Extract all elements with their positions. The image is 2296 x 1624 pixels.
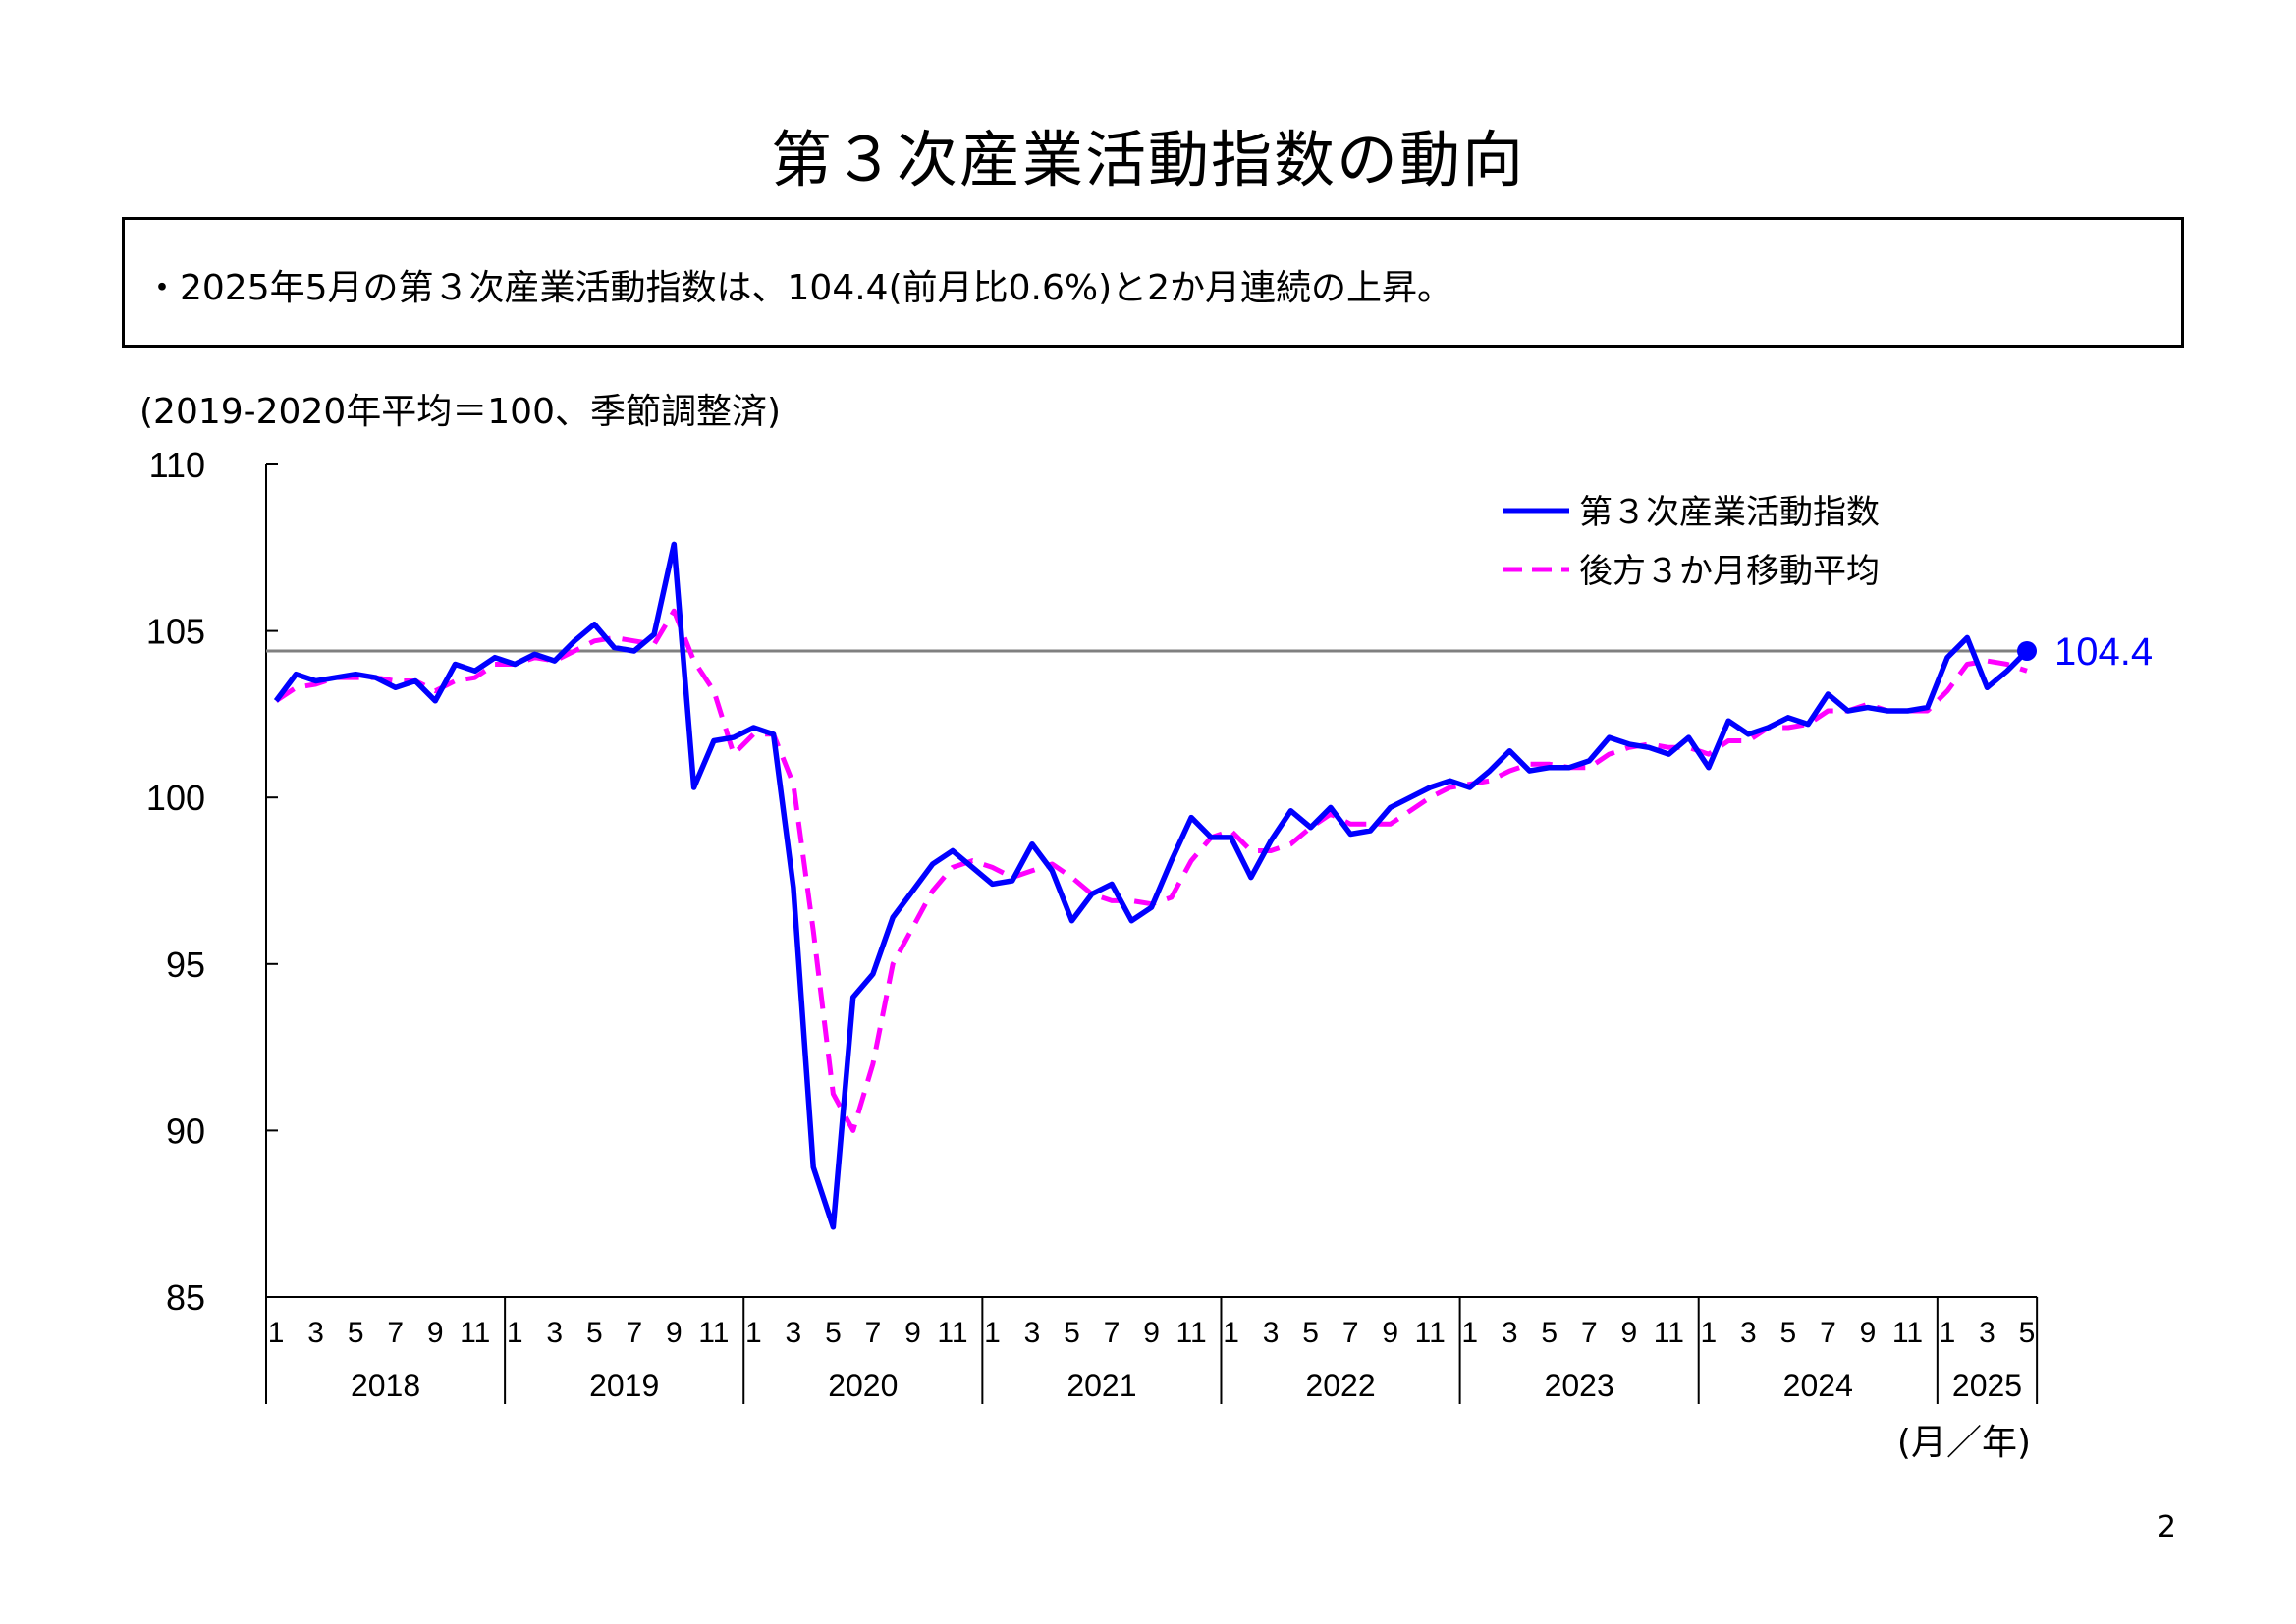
year-label: 2019: [589, 1368, 659, 1403]
month-tick-label: 9: [427, 1317, 444, 1349]
month-tick-label: 5: [1064, 1317, 1080, 1349]
month-tick-label: 3: [1502, 1317, 1518, 1349]
month-tick-label: 1: [1940, 1317, 1956, 1349]
month-tick-label: 11: [1654, 1317, 1684, 1349]
chart-axes: [265, 463, 2039, 1404]
month-tick-label: 9: [1860, 1317, 1877, 1349]
month-tick-label: 7: [1581, 1317, 1598, 1349]
legend-label: 後方３か月移動平均: [1579, 553, 1880, 590]
month-tick-label: 9: [1143, 1317, 1160, 1349]
month-tick-label: 7: [865, 1317, 882, 1349]
month-tick-label: 3: [1024, 1317, 1041, 1349]
y-tick-label: 105: [146, 612, 205, 652]
month-tick-label: 11: [698, 1317, 729, 1349]
month-tick-label: 5: [1302, 1317, 1319, 1349]
month-tick-label: 7: [1104, 1317, 1121, 1349]
y-tick-label: 85: [166, 1277, 205, 1318]
year-label: 2022: [1305, 1368, 1375, 1403]
index-line: [273, 541, 2029, 1230]
month-tick-label: 3: [307, 1317, 324, 1349]
month-tick-label: 3: [1263, 1317, 1280, 1349]
month-tick-label: 1: [1701, 1317, 1718, 1349]
month-tick-label: 1: [984, 1317, 1001, 1349]
month-tick-label: 3: [786, 1317, 802, 1349]
month-tick-label: 7: [387, 1317, 404, 1349]
legend-label: 第３次産業活動指数: [1579, 494, 1880, 531]
month-tick-label: 3: [1979, 1317, 1995, 1349]
moving-average-line: [274, 608, 2028, 1133]
summary-box: ・2025年5月の第３次産業活動指数は、104.4(前月比0.6%)と2か月連続…: [122, 217, 2184, 348]
summary-text: ・2025年5月の第３次産業活動指数は、104.4(前月比0.6%)と2か月連続…: [144, 268, 1453, 308]
year-label: 2021: [1066, 1368, 1136, 1403]
year-label: 2023: [1545, 1368, 1614, 1403]
year-label: 2018: [351, 1368, 420, 1403]
month-tick-label: 3: [546, 1317, 563, 1349]
latest-value-label: 104.4: [2054, 630, 2153, 674]
month-tick-label: 1: [1461, 1317, 1478, 1349]
month-tick-label: 11: [1176, 1317, 1207, 1349]
month-tick-label: 5: [825, 1317, 842, 1349]
month-tick-label: 7: [1820, 1317, 1836, 1349]
month-tick-label: 11: [460, 1317, 490, 1349]
month-tick-label: 11: [1415, 1317, 1446, 1349]
month-tick-label: 3: [1740, 1317, 1757, 1349]
month-tick-label: 5: [1780, 1317, 1797, 1349]
year-label: 2024: [1783, 1368, 1853, 1403]
y-tick-label: 90: [166, 1110, 205, 1151]
series-group: [273, 541, 2038, 1230]
year-label: 2025: [1952, 1368, 2022, 1403]
x-axis-unit: (月／年): [1896, 1423, 2031, 1463]
month-tick-label: 9: [1620, 1317, 1637, 1349]
month-tick-label: 1: [1223, 1317, 1239, 1349]
month-tick-label: 5: [348, 1317, 364, 1349]
month-tick-label: 5: [2019, 1317, 2036, 1349]
year-label: 2020: [828, 1368, 898, 1403]
month-tick-label: 1: [507, 1317, 523, 1349]
unit-note: (2019-2020年平均＝100、季節調整済): [139, 392, 782, 432]
page-title: 第３次産業活動指数の動向: [770, 124, 1525, 195]
month-tick-label: 1: [268, 1317, 285, 1349]
month-tick-label: 5: [586, 1317, 603, 1349]
month-tick-label: 7: [1342, 1317, 1359, 1349]
y-tick-label: 95: [166, 945, 205, 985]
month-tick-label: 7: [626, 1317, 642, 1349]
month-tick-label: 11: [1892, 1317, 1923, 1349]
month-tick-label: 9: [904, 1317, 921, 1349]
month-tick-label: 5: [1541, 1317, 1558, 1349]
page-number: 2: [2157, 1510, 2176, 1544]
month-tick-label: 9: [666, 1317, 683, 1349]
y-tick-label: 110: [149, 445, 205, 485]
month-tick-label: 1: [745, 1317, 762, 1349]
month-tick-label: 11: [937, 1317, 967, 1349]
latest-point: [2017, 640, 2038, 661]
y-tick-label: 100: [146, 778, 205, 818]
month-tick-label: 9: [1382, 1317, 1398, 1349]
